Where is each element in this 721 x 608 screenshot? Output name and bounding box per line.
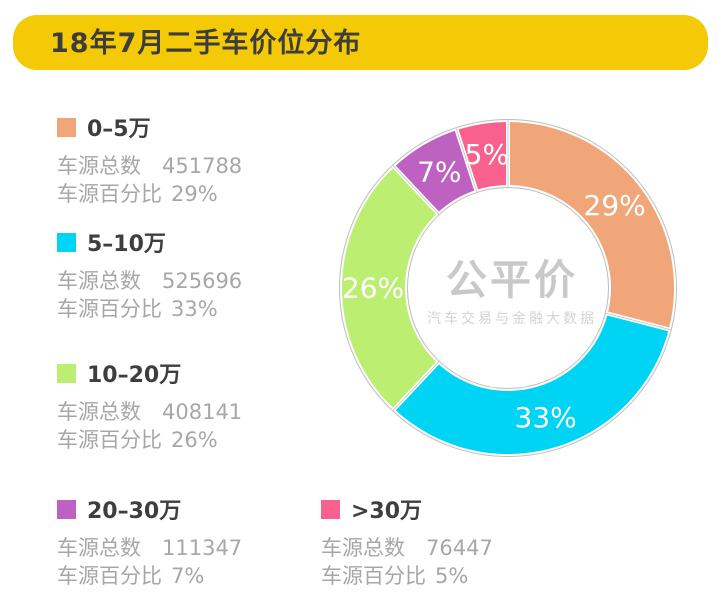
header-bar: 18年7月二手车价位分布 bbox=[13, 15, 708, 70]
legend-swatch bbox=[57, 499, 76, 519]
slice-percentage-label: 5% bbox=[465, 138, 509, 171]
legend-label: 5–10万 bbox=[87, 232, 166, 257]
legend-label: 0–5万 bbox=[87, 117, 151, 142]
legend-item-0-5[interactable]: 0–5万 车源总数 451788 车源百分比 29% bbox=[57, 111, 242, 208]
legend-total-row: 车源总数 76447 bbox=[321, 536, 493, 560]
slice-divider-outline bbox=[455, 127, 478, 193]
legend-item-10-20[interactable]: 10–20万 车源总数 408141 车源百分比 26% bbox=[57, 357, 242, 454]
legend-item-over-30[interactable]: >30万 车源总数 76447 车源百分比 5% bbox=[321, 493, 493, 590]
legend-swatch bbox=[57, 117, 76, 137]
legend-percent-value: 26% bbox=[171, 428, 218, 452]
slice-divider-outline bbox=[392, 361, 440, 412]
legend-total-value: 76447 bbox=[426, 536, 493, 560]
legend-label: 10–20万 bbox=[87, 363, 182, 388]
pie-slice-10–20万[interactable] bbox=[341, 166, 438, 410]
legend-label: >30万 bbox=[351, 499, 423, 524]
legend-percent-value: 5% bbox=[435, 564, 469, 588]
slice-divider-outline bbox=[605, 312, 672, 331]
legend-swatch bbox=[321, 499, 340, 519]
legend-percent-row: 车源百分比 26% bbox=[57, 428, 218, 452]
pie-slice->30万[interactable] bbox=[456, 122, 508, 191]
legend-total-row: 车源总数 451788 bbox=[57, 154, 243, 178]
legend-percent-row: 车源百分比 33% bbox=[57, 297, 218, 321]
inner-ring-outline bbox=[407, 187, 609, 389]
pie-slice-5–10万[interactable] bbox=[394, 313, 669, 454]
legend-total-value: 408141 bbox=[162, 400, 243, 424]
slice-percentage-label: 26% bbox=[342, 272, 404, 305]
legend-total-value: 451788 bbox=[162, 154, 243, 178]
legend-percent-value: 33% bbox=[171, 297, 218, 321]
legend-item-5-10[interactable]: 5–10万 车源总数 525696 车源百分比 33% bbox=[57, 226, 242, 323]
legend-total-value: 525696 bbox=[162, 269, 243, 293]
legend-total-row: 车源总数 408141 bbox=[57, 400, 243, 424]
legend-percent-row: 车源百分比 5% bbox=[321, 564, 469, 588]
legend-total-row: 车源总数 111347 bbox=[57, 536, 243, 560]
slice-percentage-label: 7% bbox=[417, 155, 461, 188]
pie-slice-0–5万[interactable] bbox=[508, 122, 674, 330]
legend-swatch bbox=[57, 232, 76, 252]
legend-percent-value: 7% bbox=[171, 564, 205, 588]
slice-percentage-label: 29% bbox=[584, 189, 646, 222]
legend-swatch bbox=[57, 363, 76, 383]
slice-percentage-label: 33% bbox=[515, 401, 577, 434]
legend-item-20-30[interactable]: 20–30万 车源总数 111347 车源百分比 7% bbox=[57, 493, 242, 590]
pie-slice-20–30万[interactable] bbox=[394, 130, 477, 213]
legend-total-value: 111347 bbox=[162, 536, 243, 560]
legend-percent-row: 车源百分比 7% bbox=[57, 564, 205, 588]
legend-total-row: 车源总数 525696 bbox=[57, 269, 243, 293]
legend-label: 20–30万 bbox=[87, 499, 182, 524]
legend-percent-row: 车源百分比 29% bbox=[57, 182, 218, 206]
slice-divider-outline bbox=[392, 164, 440, 215]
page-title: 18年7月二手车价位分布 bbox=[50, 28, 362, 59]
legend-percent-value: 29% bbox=[171, 182, 218, 206]
